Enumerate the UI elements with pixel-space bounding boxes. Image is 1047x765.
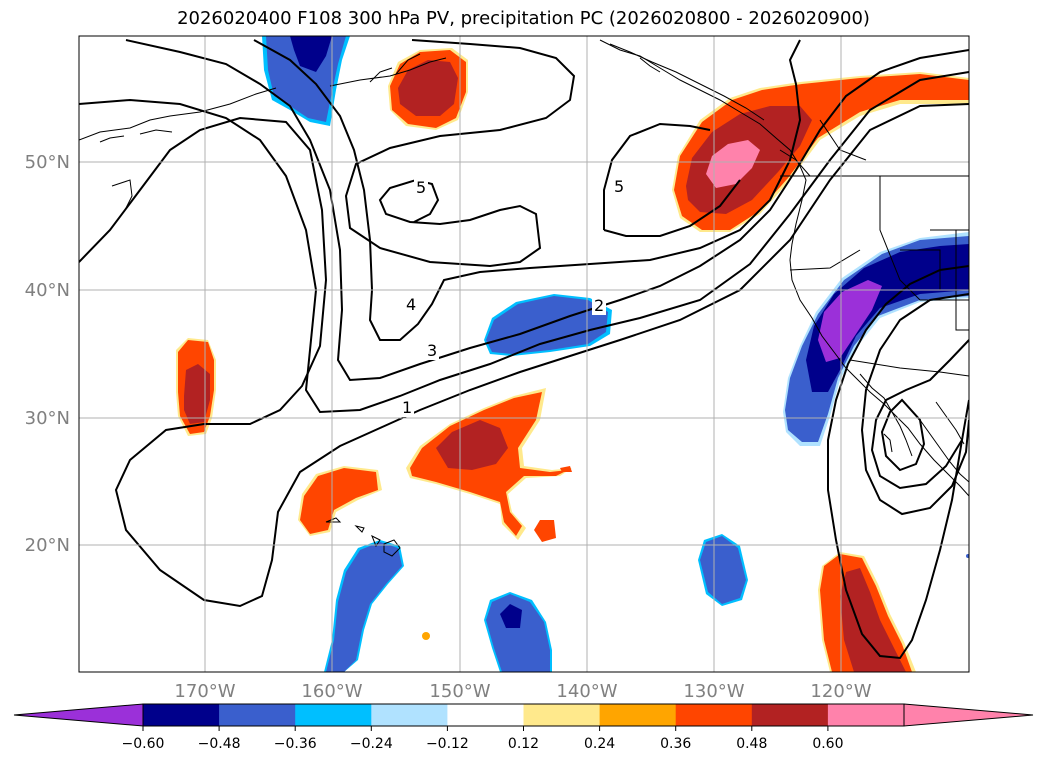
- lon-label-160w: 160°W: [301, 681, 362, 702]
- pv-contour-east-c: [870, 339, 969, 490]
- colorbar-cell: [827, 704, 905, 726]
- lon-label-120w: 120°W: [810, 681, 871, 702]
- colorbar-tick-label: −0.36: [274, 736, 317, 752]
- lon-label-130w: 130°W: [683, 681, 744, 702]
- pv-contour-5c: [603, 179, 741, 237]
- contour-label-3: 3: [427, 341, 437, 360]
- colorbar-tick-label: −0.60: [122, 736, 165, 752]
- pv-contour-5b: [603, 122, 711, 230]
- contour-label-5a: 5: [416, 178, 426, 197]
- precip-blob-120w-positive: [818, 552, 916, 672]
- pv-contour-3: [125, 39, 969, 382]
- pv-contour-1: [79, 103, 969, 608]
- colorbar-cell: [675, 704, 753, 726]
- precip-blob-south-hawaii-negative: [324, 540, 404, 672]
- lon-label-140w: 140°W: [556, 681, 617, 702]
- precip-blob-west-positive: [176, 338, 216, 436]
- colorbar-cell: [599, 704, 677, 726]
- longitude-labels: 170°W 160°W 150°W 140°W 130°W 120°W: [174, 681, 871, 702]
- pv-contour-east-d: [880, 398, 926, 472]
- colorbar-tick-label: −0.48: [198, 736, 241, 752]
- colorbar-cell: [751, 704, 829, 726]
- colorbar-tick-label: 0.12: [508, 736, 539, 752]
- lon-label-170w: 170°W: [174, 681, 235, 702]
- lon-label-150w: 150°W: [429, 681, 490, 702]
- pv-contour-4: [253, 39, 802, 341]
- colorbar-tick-label: 0.36: [660, 736, 691, 752]
- coastlines: [79, 39, 969, 557]
- colorbar-tick-label: 0.24: [584, 736, 615, 752]
- contour-label-1: 1: [402, 398, 412, 417]
- latitude-labels: 50°N 40°N 30°N 20°N: [25, 152, 70, 556]
- lat-label-20n: 20°N: [25, 535, 70, 556]
- pv-contour-east-b: [860, 293, 969, 516]
- colorbar-cell: [523, 704, 601, 726]
- colorbar-cell: [371, 704, 448, 726]
- colorbar-cell: [295, 704, 372, 726]
- pv-contours: [79, 39, 969, 660]
- pv-contour-labels: 5 5 4 3 2 1: [400, 176, 626, 417]
- precip-blob-california-negative: [783, 232, 969, 446]
- lat-label-50n: 50°N: [25, 152, 70, 173]
- colorbar-cell: [447, 704, 524, 726]
- colorbar-cell: [143, 704, 220, 726]
- precip-blob-lower-negative: [484, 592, 552, 672]
- colorbar-cell: [219, 704, 296, 726]
- colorbar: −0.60 −0.48 −0.36 −0.24 −0.12 0.12 0.24 0.36 0.4…: [13, 703, 1034, 752]
- map-frame: [78, 35, 970, 673]
- precip-speck: [966, 554, 969, 558]
- precip-blob-central-positive: [406, 388, 572, 542]
- colorbar-tick-label: −0.12: [426, 736, 469, 752]
- contour-label-2: 2: [594, 296, 604, 315]
- precip-blob-hawaii-positive: [298, 466, 382, 536]
- colorbar-tick-label: 0.60: [812, 736, 843, 752]
- precip-speck: [422, 632, 430, 640]
- pv-contour-2: [79, 71, 969, 414]
- colorbar-left-extension: [13, 703, 144, 727]
- map-title: 2026020400 F108 300 hPa PV, precipitatio…: [177, 8, 870, 29]
- colorbar-tick-label: −0.24: [350, 736, 393, 752]
- lat-label-40n: 40°N: [25, 280, 70, 301]
- precip-blob-gulf-positive: [388, 48, 468, 130]
- lat-label-30n: 30°N: [25, 408, 70, 429]
- gridlines: [79, 36, 969, 672]
- pv-contour-5: [344, 39, 576, 268]
- contour-label-4: 4: [406, 295, 416, 314]
- colorbar-right-extension: [903, 703, 1034, 727]
- precip-blob-pnw-positive: [672, 72, 969, 232]
- colorbar-tick-label: 0.48: [736, 736, 767, 752]
- precip-blob-130w-negative: [698, 534, 748, 606]
- contour-label-5b: 5: [614, 177, 624, 196]
